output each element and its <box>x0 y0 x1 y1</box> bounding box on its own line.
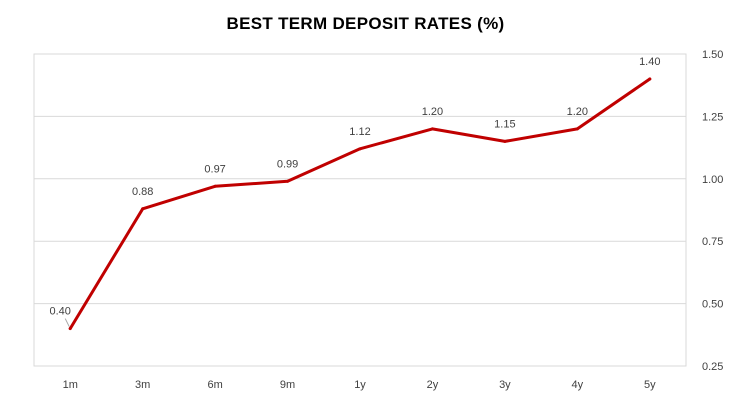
data-point <box>575 127 579 131</box>
data-label: 1.20 <box>567 106 588 118</box>
x-tick-label: 4y <box>572 379 584 391</box>
x-tick-label: 1y <box>354 379 366 391</box>
data-label: 1.12 <box>349 126 370 138</box>
chart-title: BEST TERM DEPOSIT RATES (%) <box>226 14 505 33</box>
y-tick-label: 0.50 <box>702 299 723 311</box>
data-label: 0.88 <box>132 186 153 198</box>
x-tick-label: 6m <box>207 379 222 391</box>
data-label: 0.99 <box>277 158 298 170</box>
y-tick-label: 1.25 <box>702 111 723 123</box>
y-tick-label: 1.50 <box>702 49 723 61</box>
x-tick-label: 5y <box>644 379 656 391</box>
gridlines <box>34 115 686 305</box>
data-point <box>430 127 434 131</box>
x-tick-label: 3y <box>499 379 511 391</box>
data-point <box>358 147 362 151</box>
data-label: 1.20 <box>422 106 443 118</box>
data-label: 0.40 <box>50 306 71 318</box>
x-tick-label: 1m <box>63 379 78 391</box>
data-label: 1.15 <box>494 118 515 130</box>
data-label-leader <box>64 318 70 327</box>
data-point <box>648 77 652 81</box>
data-point <box>503 139 507 143</box>
data-point <box>141 207 145 211</box>
data-point <box>68 327 72 331</box>
data-point <box>286 179 290 183</box>
series-group <box>68 77 652 331</box>
x-axis-ticks: 1m 3m 6m 9m 1y 2y 3y 4y 5y <box>63 379 657 391</box>
y-tick-label: 1.00 <box>702 174 723 186</box>
y-tick-label: 0.75 <box>702 236 723 248</box>
x-tick-label: 9m <box>280 379 295 391</box>
y-axis-ticks: 0.25 0.50 0.75 1.00 1.25 1.50 <box>702 49 723 373</box>
data-labels: 0.40 0.88 0.97 0.99 1.12 1.20 1.15 1.20 1.40 <box>50 56 660 327</box>
data-point <box>213 184 217 188</box>
x-tick-label: 2y <box>427 379 439 391</box>
plot-area-border <box>33 53 687 367</box>
data-label: 0.97 <box>204 163 225 175</box>
y-tick-label: 0.25 <box>702 361 723 373</box>
x-tick-label: 3m <box>135 379 150 391</box>
data-label: 1.40 <box>639 56 660 68</box>
